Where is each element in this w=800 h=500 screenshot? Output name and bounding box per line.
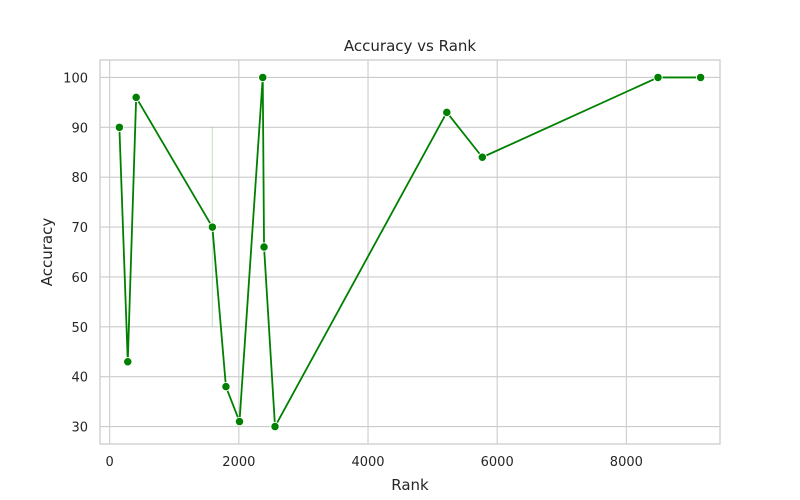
y-tick-label: 70: [71, 221, 88, 236]
data-point: [477, 152, 487, 162]
data-point: [131, 92, 141, 103]
y-tick-label: 50: [71, 321, 88, 336]
x-tick-label: 0: [106, 455, 114, 470]
data-point: [114, 122, 125, 132]
y-tick-label: 90: [71, 121, 88, 136]
data-point: [695, 72, 706, 83]
plot-frame: [99, 59, 721, 445]
data-point: [653, 72, 663, 83]
data-point: [123, 357, 133, 367]
data-point: [207, 222, 218, 232]
y-tick-label: 80: [71, 171, 88, 186]
y-tick-label: 100: [63, 71, 88, 86]
data-point: [234, 416, 245, 427]
y-tick-label: 30: [71, 421, 88, 436]
x-tick-label: 2000: [222, 455, 255, 470]
data-point: [258, 72, 268, 83]
data-point: [259, 242, 269, 252]
x-axis-label: Rank: [391, 476, 429, 494]
grid-layer: [100, 60, 720, 444]
tick-layer: 0 2000 4000 6000 8000 30 40 50 60 70 80 90 100: [63, 71, 643, 470]
data-point: [442, 107, 452, 118]
x-tick-label: 6000: [481, 455, 514, 470]
data-point: [270, 421, 280, 432]
x-tick-label: 4000: [351, 455, 384, 470]
data-point: [221, 381, 231, 392]
chart-title: Accuracy vs Rank: [344, 37, 477, 55]
series-layer: [114, 72, 706, 432]
y-axis-label: Accuracy: [38, 218, 56, 287]
y-tick-label: 60: [71, 271, 88, 286]
x-tick-label: 8000: [610, 455, 643, 470]
y-tick-label: 40: [71, 371, 88, 386]
